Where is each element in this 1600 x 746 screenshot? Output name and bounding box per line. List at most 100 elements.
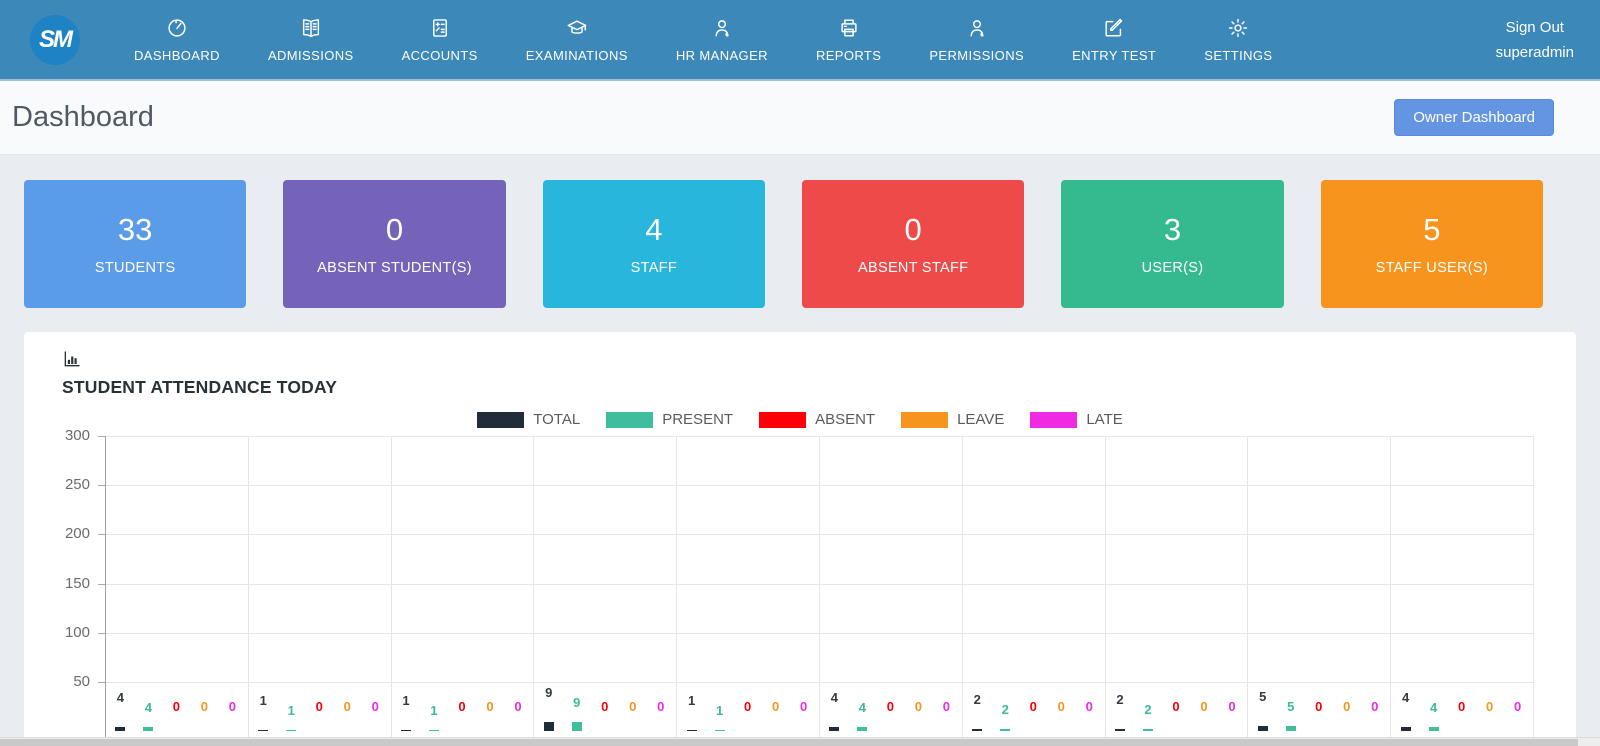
data-label-leave: 0 <box>1485 699 1494 714</box>
y-axis-tick <box>98 485 105 487</box>
y-axis-tick <box>98 534 105 536</box>
legend-item-total[interactable]: TOTAL <box>477 411 580 428</box>
data-label-absent: 0 <box>1457 699 1466 714</box>
data-label-total: 2 <box>973 692 981 707</box>
y-axis-tick-label: 200 <box>64 525 90 543</box>
nav-menu: DASHBOARD ADMISSIONS ACCOUNTS EXAMINATIONS H… <box>110 17 1470 63</box>
gridline <box>1247 436 1249 746</box>
chart-area: 4 1 1 9 1 4 2 2 5 4 4 1 1 9 1 4 2 2 5 4 0 0 0 0 0 0 0 0 0 0 0 0 0 0 0 0 0 0 0 0… <box>24 427 1576 746</box>
gridline <box>961 436 963 746</box>
gridline <box>819 436 820 746</box>
stat-card-staff[interactable]: 4 STAFF <box>542 180 765 308</box>
bar-total <box>543 722 554 732</box>
y-axis-tick-label: 150 <box>64 574 90 592</box>
nav-item-entry-test[interactable]: ENTRY TEST <box>1048 17 1180 63</box>
data-label-late: 0 <box>228 699 237 714</box>
data-label-late: 0 <box>514 699 522 714</box>
stat-card-absent-staff[interactable]: 0 ABSENT STAFF <box>801 180 1025 308</box>
bar-present <box>286 730 297 732</box>
stat-label: ABSENT STUDENT(S) <box>317 260 472 276</box>
legend-item-absent[interactable]: ABSENT <box>759 411 875 428</box>
data-label-absent: 0 <box>315 699 323 714</box>
legend-item-leave[interactable]: LEAVE <box>901 411 1004 428</box>
horizontal-scrollbar-thumb[interactable] <box>0 739 1578 746</box>
gridline <box>1104 436 1106 746</box>
nav-item-permissions[interactable]: PERMISSIONS <box>905 17 1048 63</box>
data-label-total: 9 <box>545 685 553 700</box>
nav-item-hr-manager[interactable]: HR MANAGER <box>652 17 792 63</box>
bar-present <box>1143 729 1153 732</box>
nav-item-accounts[interactable]: ACCOUNTS <box>378 17 502 63</box>
owner-dashboard-button[interactable]: Owner Dashboard <box>1394 99 1554 136</box>
stat-card-students[interactable]: 33 STUDENTS <box>24 180 247 308</box>
signout-menu-item[interactable]: Sign Out superadmin <box>1470 19 1600 61</box>
app-logo[interactable]: SM <box>30 14 80 65</box>
legend-label: PRESENT <box>662 411 734 428</box>
stat-label: STAFF USER(S) <box>1375 260 1489 276</box>
data-label-leave: 0 <box>343 699 351 714</box>
data-label-present: 4 <box>858 700 867 715</box>
bar-present <box>429 730 439 732</box>
data-label-present: 9 <box>573 695 581 710</box>
legend-swatch <box>1030 411 1078 428</box>
page-title: Dashboard <box>12 101 154 133</box>
y-axis-line <box>105 436 106 746</box>
signout-label: Sign Out <box>1505 18 1564 36</box>
data-label-late: 0 <box>942 699 951 714</box>
bar-present <box>1428 727 1439 732</box>
data-label-present: 2 <box>1001 702 1009 717</box>
y-axis-tick-label: 300 <box>64 427 90 444</box>
nav-item-dashboard[interactable]: DASHBOARD <box>110 17 244 63</box>
data-label-absent: 0 <box>601 699 609 714</box>
nav-item-reports[interactable]: REPORTS <box>792 17 905 63</box>
y-axis-tick <box>98 583 105 585</box>
nav-item-settings[interactable]: SETTINGS <box>1180 17 1296 63</box>
nav-item-examinations[interactable]: EXAMINATIONS <box>502 17 652 63</box>
stat-label: STUDENTS <box>94 260 176 276</box>
stat-value: 3 <box>1163 212 1182 247</box>
bar-total <box>829 727 840 732</box>
horizontal-scrollbar[interactable] <box>0 737 1600 746</box>
stat-cards-row: 33 STUDENTS 0 ABSENT STUDENT(S) 4 STAFF 0 ABSEN… <box>24 180 1543 308</box>
legend-item-late[interactable]: LATE <box>1030 411 1123 428</box>
chart-legend: TOTAL PRESENT ABSENT LEAVE LATE <box>24 411 1576 428</box>
stat-card-user-s[interactable]: 3 USER(S) <box>1061 180 1284 308</box>
data-label-leave: 0 <box>486 699 494 714</box>
data-label-late: 0 <box>657 699 665 714</box>
graduation-cap-icon <box>566 17 588 39</box>
attendance-chart-card: STUDENT ATTENDANCE TODAY TOTAL PRESENT ABS… <box>24 332 1576 746</box>
bar-present <box>1000 729 1011 732</box>
data-label-leave: 0 <box>771 699 780 714</box>
bar-total <box>258 730 269 732</box>
gear-icon <box>1227 17 1249 39</box>
stat-card-staff-user-s[interactable]: 5 STAFF USER(S) <box>1320 180 1543 308</box>
nav-item-admissions[interactable]: ADMISSIONS <box>244 17 378 63</box>
data-label-total: 4 <box>830 690 839 705</box>
data-label-present: 1 <box>715 703 724 718</box>
gridline <box>1533 436 1534 746</box>
stat-value: 4 <box>645 212 663 247</box>
page-header: Dashboard Owner Dashboard <box>0 81 1600 155</box>
data-label-present: 4 <box>144 700 153 715</box>
bar-total <box>401 730 411 732</box>
data-label-total: 1 <box>402 693 410 708</box>
bar-total <box>686 730 697 732</box>
nav-item-label: ENTRY TEST <box>1072 47 1157 63</box>
bar-present <box>714 730 725 732</box>
stat-card-absent-student-s[interactable]: 0 ABSENT STUDENT(S) <box>283 180 506 308</box>
nav-item-label: ACCOUNTS <box>401 47 478 63</box>
bar-total <box>972 729 983 732</box>
y-axis-tick <box>98 632 105 634</box>
data-label-absent: 0 <box>1172 699 1180 714</box>
legend-item-present[interactable]: PRESENT <box>606 411 733 428</box>
data-label-total: 5 <box>1259 689 1267 704</box>
nav-item-label: SETTINGS <box>1204 47 1273 63</box>
data-label-late: 0 <box>1085 699 1093 714</box>
data-label-leave: 0 <box>629 699 637 714</box>
data-label-total: 1 <box>259 693 267 708</box>
stat-label: ABSENT STAFF <box>858 260 969 276</box>
y-axis-tick <box>98 682 105 683</box>
data-label-leave: 0 <box>914 699 923 714</box>
legend-swatch <box>606 411 654 428</box>
data-label-total: 1 <box>687 693 696 708</box>
